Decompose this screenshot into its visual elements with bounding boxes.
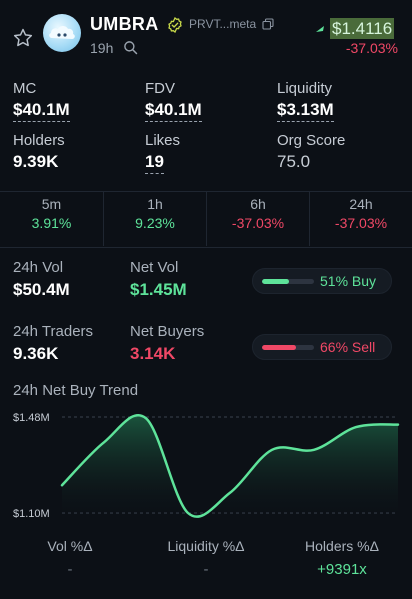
- liquidity-change-label: Liquidity %Δ: [167, 538, 245, 554]
- stat-label: Likes: [145, 132, 181, 149]
- timeframe-label: 1h: [147, 196, 163, 212]
- vol-value: $50.4M: [13, 280, 70, 299]
- stat-label: Org Score: [277, 132, 346, 149]
- copy-icon[interactable]: [262, 18, 274, 30]
- vol-change-label: Vol %Δ: [47, 538, 93, 554]
- traders-label: 24h Traders: [13, 323, 94, 340]
- buy-ratio-track: [262, 279, 314, 284]
- stat-label: Liquidity: [277, 80, 333, 97]
- stat-value: 75.0: [277, 152, 311, 171]
- net-vol-value: $1.45M: [130, 280, 187, 299]
- stat-fdv: FDV $40.1M: [145, 80, 202, 122]
- net-buyers-value: 3.14K: [130, 344, 176, 363]
- stat-value[interactable]: 19: [145, 152, 164, 174]
- timeframe-24h[interactable]: 24h -37.03%: [310, 196, 412, 242]
- contract-address[interactable]: PRVT...meta: [189, 17, 257, 31]
- token-logo: [43, 14, 81, 52]
- net-vol-label: Net Vol: [130, 259, 179, 276]
- price-up-arrow-icon: [316, 26, 324, 32]
- timeframe-label: 6h: [250, 196, 266, 212]
- star-icon[interactable]: [12, 27, 34, 49]
- y-tick-label: $1.10M: [13, 508, 50, 520]
- timeframe-1h[interactable]: 1h 9.23%: [104, 196, 206, 242]
- timeframe-value: 3.91%: [31, 215, 72, 231]
- token-price-change: -37.03%: [345, 40, 398, 56]
- timeframe-label: 24h: [349, 196, 373, 212]
- holders-change-value: +9391x: [317, 561, 367, 578]
- token-price: $1.4116: [330, 18, 395, 39]
- stat-value[interactable]: $3.13M: [277, 100, 334, 122]
- sell-ratio-track: [262, 345, 314, 350]
- stat-holders: Holders 9.39K: [13, 132, 65, 172]
- traders-value: 9.36K: [13, 344, 59, 363]
- search-icon[interactable]: [123, 40, 138, 55]
- stat-label: FDV: [145, 80, 175, 97]
- token-age: 19h: [90, 40, 114, 56]
- sell-ratio-fill: [262, 345, 297, 350]
- stat-value[interactable]: $40.1M: [13, 100, 70, 122]
- stat-likes: Likes 19: [145, 132, 180, 174]
- chart-area: [62, 415, 398, 517]
- timeframe-label: 5m: [41, 196, 62, 212]
- stat-liquidity: Liquidity $3.13M: [277, 80, 334, 122]
- vol-label: 24h Vol: [13, 259, 64, 276]
- stat-org-score: Org Score 75.0: [277, 132, 345, 172]
- buy-ratio-pill: 51% Buy: [252, 268, 392, 294]
- sell-ratio-pill: 66% Sell: [252, 334, 392, 360]
- liquidity-change-value: -: [203, 561, 209, 578]
- vol-change-value: -: [67, 561, 73, 578]
- timeframe-value: -37.03%: [231, 215, 285, 231]
- token-header: UMBRA PRVT...meta 19h $1.4116 -37.03%: [0, 0, 412, 70]
- buy-ratio-text: 51% Buy: [320, 273, 377, 289]
- stat-label: MC: [13, 80, 37, 97]
- holders-change-label: Holders %Δ: [305, 538, 379, 554]
- sell-ratio-text: 66% Sell: [320, 339, 376, 355]
- divider: [103, 192, 104, 246]
- net-buyers-label: Net Buyers: [130, 323, 205, 340]
- divider: [0, 191, 412, 192]
- trend-title: 24h Net Buy Trend: [13, 382, 139, 399]
- stat-label: Holders: [13, 132, 65, 149]
- buy-ratio-fill: [262, 279, 289, 284]
- timeframe-6h[interactable]: 6h -37.03%: [207, 196, 309, 242]
- stat-mc: MC $40.1M: [13, 80, 70, 122]
- timeframe-value: 9.23%: [135, 215, 175, 231]
- net-buy-trend-chart: $1.48M $1.10M: [13, 412, 400, 520]
- divider: [206, 192, 207, 246]
- stat-value[interactable]: $40.1M: [145, 100, 202, 122]
- timeframe-5m[interactable]: 5m 3.91%: [0, 196, 103, 242]
- chart-series-line: [60, 414, 400, 518]
- y-tick-label: $1.48M: [13, 412, 50, 424]
- verified-badge-icon: [168, 17, 182, 33]
- divider: [0, 247, 412, 248]
- divider: [309, 192, 310, 246]
- timeframe-value: -37.03%: [334, 215, 388, 231]
- stat-value: 9.39K: [13, 152, 59, 171]
- token-name: UMBRA: [90, 14, 159, 34]
